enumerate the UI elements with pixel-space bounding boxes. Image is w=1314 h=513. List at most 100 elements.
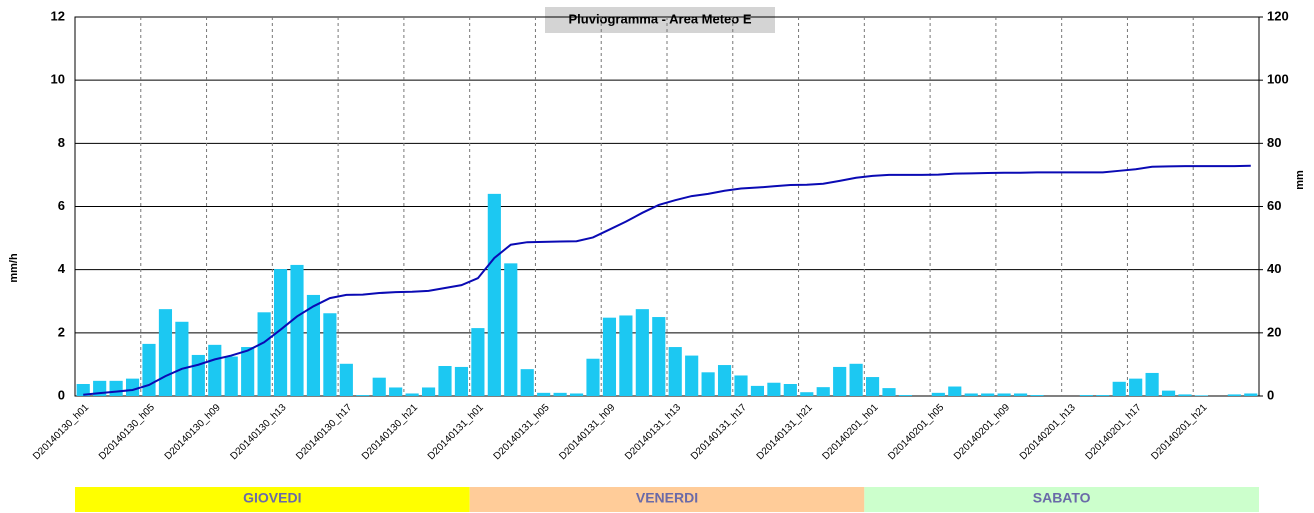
bar — [1112, 381, 1126, 396]
bar — [1096, 395, 1110, 396]
bar — [1227, 394, 1241, 396]
bar — [1129, 378, 1143, 396]
day-label: VENERDI — [636, 490, 698, 506]
bar — [1030, 395, 1044, 396]
bar — [783, 383, 797, 396]
bar — [372, 377, 386, 396]
bar — [257, 312, 271, 396]
bar — [931, 392, 945, 396]
x-tick-label: D20140130_h21 — [360, 402, 420, 462]
bar — [208, 344, 222, 396]
bar — [1145, 372, 1159, 396]
bar — [389, 387, 403, 396]
x-tick-label: D20140130_h13 — [228, 402, 288, 462]
y-tick-label: 4 — [58, 261, 66, 276]
x-tick-label: D20140201_h09 — [952, 402, 1012, 462]
bar — [339, 363, 353, 396]
bar — [537, 392, 551, 396]
x-tick-label: D20140131_h13 — [623, 402, 683, 462]
bar — [833, 366, 847, 396]
day-band — [864, 487, 1259, 512]
bar — [882, 388, 896, 396]
day-label: GIOVEDI — [243, 490, 301, 506]
x-tick-label: D20140201_h17 — [1084, 402, 1144, 462]
y-tick-label: 12 — [51, 8, 65, 23]
bar — [586, 358, 600, 396]
bar — [487, 193, 501, 396]
x-tick-label: D20140131_h09 — [557, 402, 617, 462]
bar — [898, 395, 913, 396]
y-tick-label: 2 — [58, 324, 65, 339]
x-tick-label: D20140131_h21 — [755, 402, 815, 462]
bar — [125, 378, 140, 396]
bar — [717, 365, 732, 396]
x-tick-label: D20140201_h01 — [820, 402, 880, 462]
bar — [290, 264, 304, 396]
bar — [816, 387, 830, 396]
bar — [800, 392, 814, 396]
title-box — [545, 7, 775, 33]
bar — [273, 269, 288, 396]
day-band — [75, 487, 470, 512]
bar — [767, 382, 781, 396]
day-band — [469, 487, 865, 512]
y2-tick-label: 80 — [1267, 135, 1281, 150]
bar — [997, 393, 1011, 396]
x-tick-label: D20140130_h17 — [294, 402, 354, 462]
x-tick-label: D20140130_h01 — [31, 402, 91, 462]
bar — [635, 309, 649, 396]
bar — [1178, 394, 1192, 396]
y2-tick-label: 0 — [1267, 387, 1274, 402]
x-tick-label: D20140131_h17 — [689, 402, 749, 462]
bar — [750, 385, 765, 396]
bar — [323, 313, 337, 396]
y-tick-label: 10 — [51, 72, 65, 87]
x-tick-label: D20140201_h05 — [886, 402, 946, 462]
y-tick-label: 8 — [58, 135, 65, 150]
bar — [652, 317, 666, 396]
bar — [701, 372, 715, 396]
bar — [158, 309, 173, 396]
y2-tick-label: 100 — [1267, 72, 1289, 87]
bar — [224, 356, 238, 396]
y2-tick-label: 40 — [1267, 261, 1281, 276]
bar — [1079, 395, 1093, 396]
bar — [981, 393, 995, 396]
bar — [865, 377, 880, 396]
bar — [685, 355, 699, 396]
bar — [619, 315, 633, 396]
bar — [109, 380, 123, 396]
chart-title: Pluviogramma - Area Meteo E — [568, 11, 751, 26]
bar — [948, 386, 962, 396]
y-tick-label: 0 — [58, 387, 65, 402]
x-tick-label: D20140131_h05 — [492, 402, 552, 462]
bar — [306, 294, 321, 396]
day-label: SABATO — [1033, 490, 1091, 506]
bar — [849, 363, 863, 396]
x-tick-label: D20140131_h01 — [426, 402, 486, 462]
y2-tick-label: 120 — [1267, 8, 1289, 23]
bar — [356, 395, 370, 396]
bar — [1194, 395, 1209, 396]
bar — [241, 347, 255, 396]
bar — [421, 387, 436, 396]
bar — [569, 393, 584, 396]
y2-tick-label: 20 — [1267, 324, 1281, 339]
bar — [668, 347, 682, 396]
bar — [1013, 393, 1028, 396]
bar — [471, 328, 485, 396]
x-tick-label: D20140130_h09 — [163, 402, 223, 462]
bar — [175, 321, 189, 396]
bar — [438, 365, 452, 396]
bar — [964, 393, 978, 396]
bar — [602, 317, 617, 396]
bar — [142, 343, 156, 396]
bar — [734, 375, 748, 396]
bar — [1244, 393, 1258, 396]
x-tick-label: D20140201_h13 — [1018, 402, 1078, 462]
y-tick-label: 6 — [58, 198, 65, 213]
bar — [520, 369, 534, 396]
bar — [191, 354, 205, 396]
y2-tick-label: 60 — [1267, 198, 1281, 213]
